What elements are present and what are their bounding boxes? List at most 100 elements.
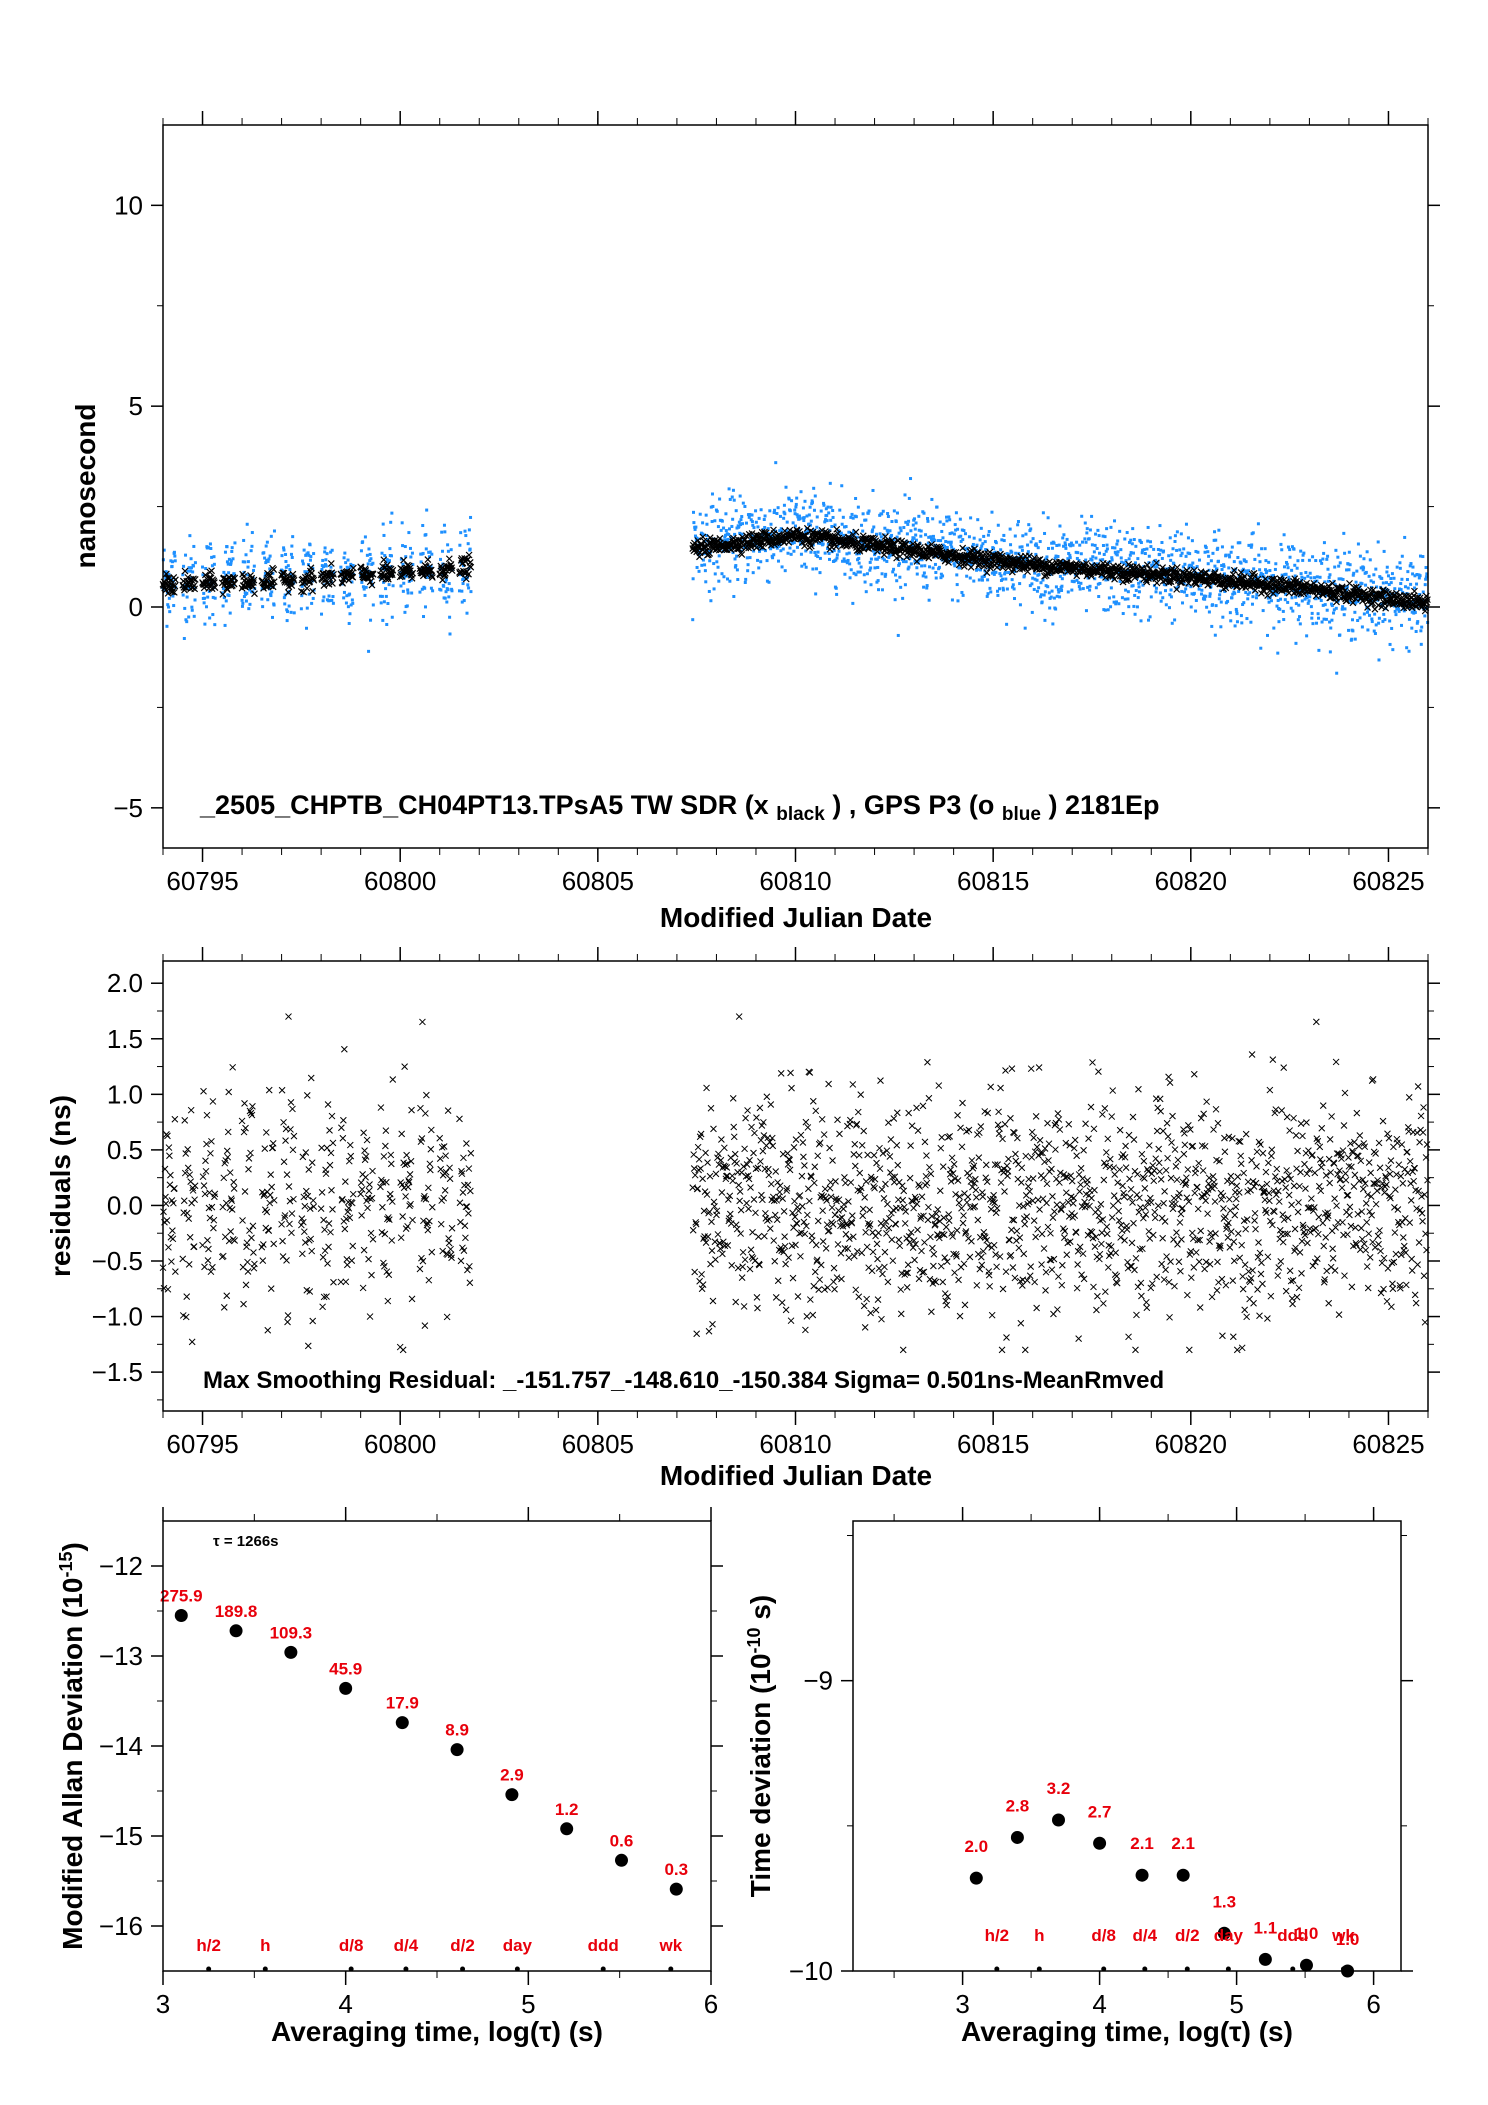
residual-point [740, 1303, 748, 1310]
gps-point [752, 526, 756, 530]
gps-point [1207, 554, 1211, 558]
gps-point [1005, 587, 1009, 591]
gps-point [1364, 570, 1368, 574]
residual-point [205, 1245, 212, 1253]
gps-point [896, 633, 900, 637]
gps-point [852, 529, 856, 533]
gps-point [1018, 603, 1022, 607]
twsdr-point [191, 576, 199, 583]
gps-point [380, 594, 384, 598]
gps-point [691, 577, 695, 581]
residual-point [369, 1167, 376, 1175]
residual-point [360, 1129, 367, 1137]
gps-point [1409, 562, 1413, 566]
gps-point [225, 545, 229, 549]
gps-point [461, 582, 465, 586]
gps-point [769, 547, 773, 551]
gps-point [385, 622, 389, 626]
residual-point [416, 1265, 424, 1273]
gps-point [1035, 589, 1039, 593]
gps-point [935, 505, 939, 509]
residual-point [408, 1295, 416, 1303]
residual-point [734, 1264, 742, 1272]
gps-point [895, 579, 899, 583]
gps-point [980, 544, 984, 548]
residual-point [881, 1248, 889, 1256]
gps-point [1182, 590, 1186, 594]
twsdr-point [310, 576, 318, 584]
gps-point [939, 572, 943, 576]
gps-point [443, 530, 447, 534]
gps-point [1204, 546, 1208, 550]
gps-point [1007, 571, 1011, 575]
twsdr-point [467, 563, 475, 571]
gps-point [1272, 586, 1276, 590]
residual-point [727, 1220, 735, 1227]
residual-point [867, 1309, 874, 1317]
gps-point [1126, 597, 1130, 601]
gps-point [1102, 552, 1106, 556]
gps-point [917, 514, 921, 518]
gps-point [880, 512, 884, 516]
gps-point [888, 529, 892, 533]
gps-point [1137, 585, 1141, 589]
gps-point [774, 461, 778, 465]
gps-point [1022, 574, 1026, 578]
gps-point [968, 576, 972, 580]
gps-point [917, 528, 921, 532]
residual-point [365, 1187, 373, 1195]
residual-point [171, 1185, 178, 1192]
gps-point [1253, 577, 1257, 581]
gps-point [183, 606, 187, 610]
gps-point [838, 508, 842, 512]
gps-point [845, 561, 849, 565]
gps-point [1005, 622, 1009, 626]
gps-point [349, 603, 353, 607]
gps-point [184, 618, 188, 622]
twsdr-point [162, 570, 170, 578]
gps-point [1032, 587, 1036, 591]
residual-point [463, 1140, 470, 1147]
gps-point [1280, 548, 1284, 552]
gps-point [1155, 565, 1159, 569]
residual-point [854, 1108, 862, 1116]
residual-point [224, 1153, 232, 1161]
gps-point [887, 556, 891, 560]
gps-point [1039, 595, 1043, 599]
gps-point [1293, 574, 1297, 578]
gps-point [1096, 582, 1100, 586]
gps-point [908, 540, 912, 544]
gps-point [1330, 604, 1334, 608]
gps-point [1169, 558, 1173, 562]
residual-point [874, 1255, 881, 1263]
gps-point [221, 587, 225, 591]
gps-point [1399, 582, 1403, 586]
gps-point [407, 531, 411, 535]
gps-point [1294, 641, 1298, 645]
gps-point [856, 570, 860, 574]
gps-point [782, 503, 786, 507]
residual-point [424, 1226, 432, 1234]
gps-point [697, 569, 701, 573]
gps-point [271, 615, 275, 619]
gps-point [1273, 592, 1277, 596]
gps-point [716, 565, 720, 569]
gps-point [872, 525, 876, 529]
gps-point [783, 512, 787, 516]
gps-point [1267, 560, 1271, 564]
residual-point [308, 1159, 316, 1166]
gps-point [1206, 562, 1210, 566]
gps-point [1254, 596, 1258, 600]
gps-point [1330, 602, 1334, 606]
gps-point [1215, 567, 1219, 571]
gps-point [320, 567, 324, 571]
y-tick-label: 5 [129, 391, 143, 421]
gps-point [880, 572, 884, 576]
gps-point [1334, 606, 1338, 610]
gps-point [765, 579, 769, 583]
gps-point [1094, 586, 1098, 590]
residual-point [426, 1166, 434, 1174]
gps-point [1239, 561, 1243, 565]
gps-point [1042, 593, 1046, 597]
gps-point [1315, 575, 1319, 579]
